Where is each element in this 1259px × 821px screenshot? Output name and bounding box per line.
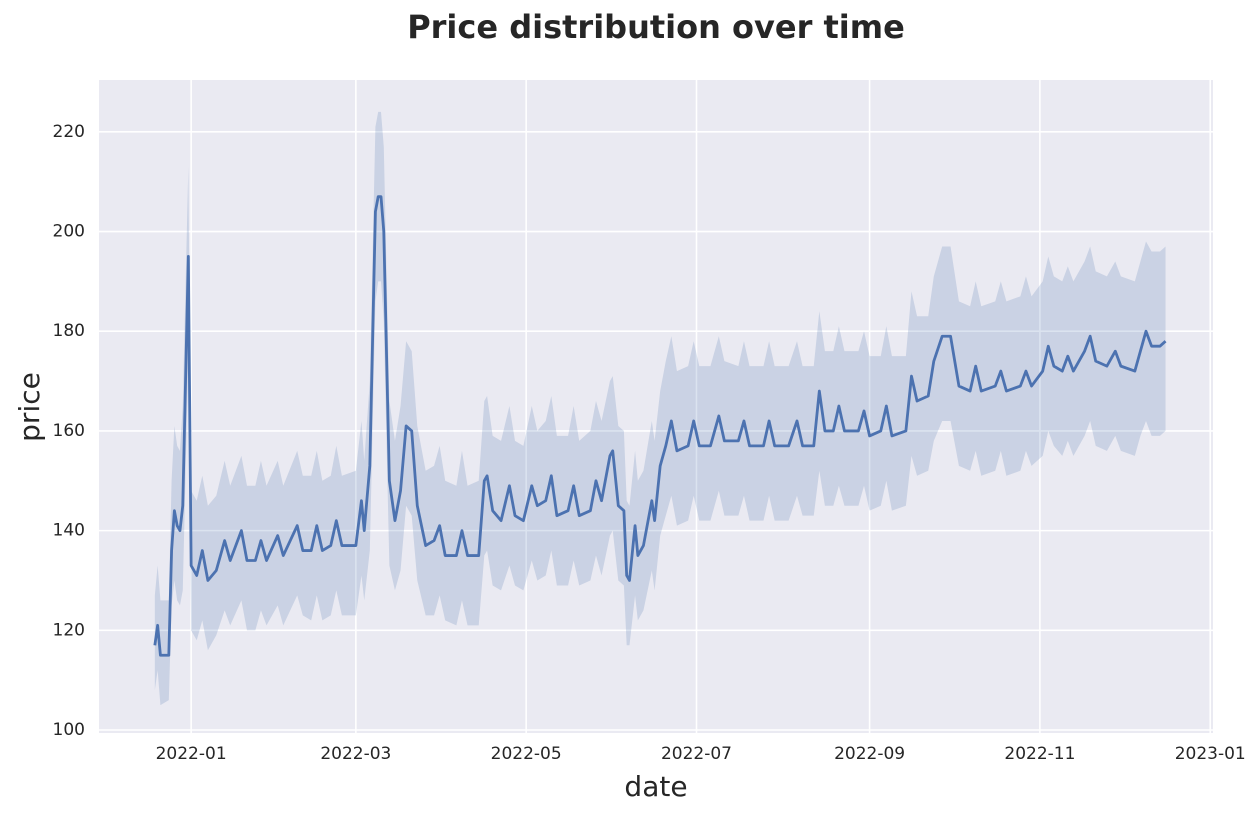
x-tick-label: 2022-11 bbox=[1004, 744, 1075, 764]
price-line bbox=[153, 195, 1167, 657]
confidence-band bbox=[154, 111, 1166, 706]
x-tick-label: 2022-03 bbox=[320, 744, 391, 764]
y-tick-label: 180 bbox=[53, 321, 85, 341]
x-tick-label: 2022-07 bbox=[661, 744, 732, 764]
marks bbox=[153, 111, 1167, 706]
plot-area bbox=[99, 80, 1213, 733]
x-tick-label: 2022-09 bbox=[834, 744, 905, 764]
y-tick-label: 220 bbox=[53, 122, 85, 142]
y-axis-label: price bbox=[13, 372, 46, 442]
x-tick-label: 2022-01 bbox=[156, 744, 227, 764]
y-tick-label: 160 bbox=[53, 421, 85, 441]
x-axis-label: date bbox=[624, 770, 687, 803]
y-tick-label: 200 bbox=[53, 222, 85, 242]
chart-title: Price distribution over time bbox=[407, 8, 905, 46]
grid bbox=[99, 80, 1213, 733]
x-tick-label: 2023-01 bbox=[1175, 744, 1246, 764]
y-tick-label: 120 bbox=[53, 620, 85, 640]
y-tick-label: 140 bbox=[53, 521, 85, 541]
x-tick-label: 2022-05 bbox=[491, 744, 562, 764]
y-tick-label: 100 bbox=[53, 720, 85, 740]
